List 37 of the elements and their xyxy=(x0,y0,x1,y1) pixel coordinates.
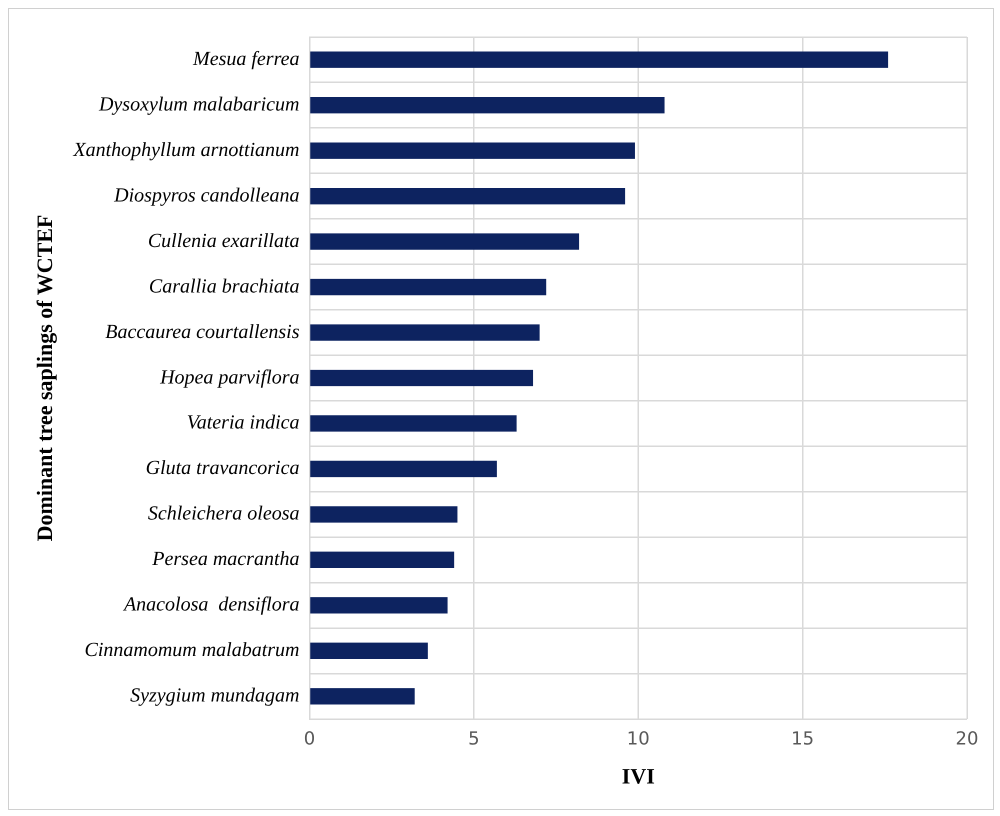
y-tick-label: Syzygium mundagam xyxy=(130,684,300,707)
bar xyxy=(310,52,888,68)
y-tick-label: Dysoxylum malabaricum xyxy=(98,93,300,116)
bar xyxy=(310,597,448,614)
x-tick-label: 20 xyxy=(956,728,978,750)
bar xyxy=(310,188,626,204)
bar xyxy=(310,552,454,568)
y-tick-label: Diospyros candolleana xyxy=(113,184,300,206)
y-tick-label: Mesua ferrea xyxy=(192,48,300,70)
bar xyxy=(310,506,458,523)
bar xyxy=(310,415,517,432)
x-tick-label: 0 xyxy=(304,728,316,750)
bar xyxy=(310,642,428,659)
x-tick-label: 10 xyxy=(626,728,650,750)
y-tick-label: Schleichera oleosa xyxy=(148,502,300,525)
x-tick-label: 5 xyxy=(468,728,480,750)
y-tick-label: Carallia brachiata xyxy=(148,275,300,298)
bar xyxy=(310,370,534,386)
bar xyxy=(310,460,497,478)
bar xyxy=(310,324,540,341)
y-tick-label: Cinnamomum malabatrum xyxy=(84,639,300,662)
y-tick-label: Persea macrantha xyxy=(151,548,300,570)
bar xyxy=(310,278,546,296)
y-tick-label: Anacolosa densiflora xyxy=(122,594,300,616)
bar xyxy=(310,233,580,250)
x-tick-label: 15 xyxy=(791,728,814,750)
y-tick-label: Xanthophyllum arnottianum xyxy=(72,138,300,161)
bar xyxy=(310,688,415,704)
y-tick-label: Gluta travancorica xyxy=(146,457,300,480)
y-tick-label: Cullenia exarillata xyxy=(148,230,300,252)
bar xyxy=(310,97,665,114)
x-axis-title: IVI xyxy=(622,763,655,788)
y-axis-title: Dominant tree saplings of WCTEF xyxy=(32,214,57,542)
y-tick-label: Hopea parviflora xyxy=(159,366,300,388)
bar xyxy=(310,142,635,159)
y-tick-label: Baccaurea courtallensis xyxy=(105,320,300,343)
y-tick-label: Vateria indica xyxy=(186,412,300,434)
